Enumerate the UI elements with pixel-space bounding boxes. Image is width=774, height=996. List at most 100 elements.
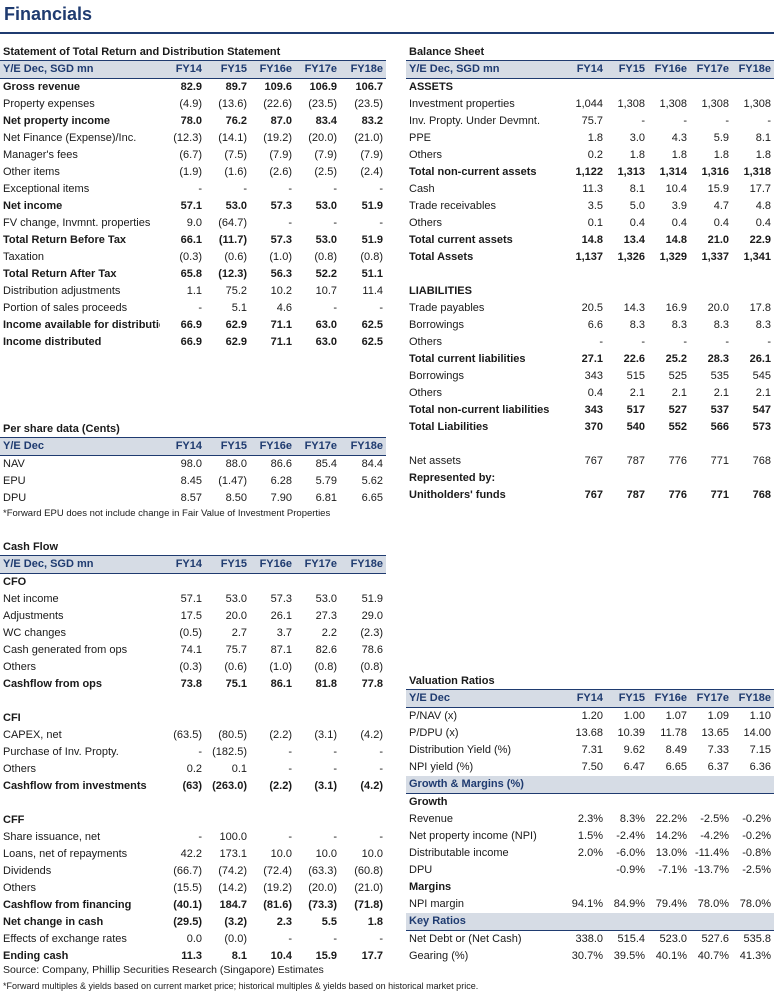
table-row: Total current liabilities 27.1 22.6 25.2 28.… xyxy=(406,351,774,368)
row-value: - xyxy=(641,336,645,348)
row-value: 15.9 xyxy=(315,950,337,962)
row-value: 78.0% xyxy=(697,898,729,910)
row-value: - xyxy=(379,933,383,945)
table-row: Inv. Propty. Under Devmnt. 75.7 - - - - xyxy=(406,113,774,130)
row-value: (3.1) xyxy=(314,729,337,741)
row-value xyxy=(690,79,732,97)
row-value: - xyxy=(288,763,292,775)
row-value: (4.9) xyxy=(179,98,202,110)
row-value: 17.8 xyxy=(749,302,771,314)
row-value xyxy=(564,879,606,896)
row-value: 0.2 xyxy=(587,149,603,161)
financial-table: Y/E Dec, SGD mn FY14 FY15 FY16e FY17e FY18e AS… xyxy=(406,61,774,504)
row-value: 82.6 xyxy=(315,644,337,656)
row-value: (63.5) xyxy=(173,729,202,741)
row-value: 7.90 xyxy=(270,492,292,504)
header-year: FY14 xyxy=(160,556,205,574)
row-value: 515.4 xyxy=(617,933,645,945)
row-value: 62.5 xyxy=(361,319,383,331)
row-value: 0.4 xyxy=(755,217,771,229)
row-value xyxy=(295,812,340,829)
row-value: 71.1 xyxy=(270,336,292,348)
row-value: (73.3) xyxy=(308,899,337,911)
row-value: 25.2 xyxy=(665,353,687,365)
row-value: (4.2) xyxy=(360,780,383,792)
table-row: Total Liabilities 370 540 552 566 573 xyxy=(406,419,774,436)
row-value: 106.9 xyxy=(309,81,337,93)
row-label: Purchase of Inv. Propty. xyxy=(3,746,119,758)
header-year: FY15 xyxy=(606,690,648,708)
row-value: 2.1 xyxy=(713,387,729,399)
financial-table: Y/E Dec FY14 FY15 FY16e FY17e FY18e P/NAV (x) 1… xyxy=(406,690,774,965)
row-value xyxy=(732,470,774,487)
row-value: (74.2) xyxy=(218,865,247,877)
row-value xyxy=(648,794,690,812)
row-value: 776 xyxy=(668,455,687,467)
row-value: 51.1 xyxy=(361,268,383,280)
header-year: FY17e xyxy=(295,556,340,574)
section-title: Balance Sheet xyxy=(406,44,774,61)
row-value: 0.4 xyxy=(587,387,603,399)
table-header-row: Y/E Dec FY14 FY15 FY16e FY17e FY18e xyxy=(0,438,386,456)
row-value: (0.0) xyxy=(224,933,247,945)
row-value: 57.3 xyxy=(270,234,292,246)
financial-table: Y/E Dec, SGD mn FY14 FY15 FY16e FY17e FY18e CF… xyxy=(0,556,386,965)
row-value: 2.0% xyxy=(577,847,603,859)
financial-table: Y/E Dec FY14 FY15 FY16e FY17e FY18e NAV 98.0 88.… xyxy=(0,438,386,507)
row-value: 71.1 xyxy=(270,319,292,331)
row-value: 1.8 xyxy=(587,132,603,144)
header-year: FY18e xyxy=(340,438,386,456)
row-value xyxy=(732,913,774,931)
table-row: Total non-current assets 1,122 1,313 1,314 1… xyxy=(406,164,774,181)
row-value: 6.47 xyxy=(623,761,645,773)
table-row: Net assets 767 787 776 771 768 xyxy=(406,453,774,470)
table-row: Others (0.3) (0.6) (1.0) (0.8) (0.8) xyxy=(0,659,386,676)
row-label: Others xyxy=(409,149,443,161)
table-row: Net income 57.1 53.0 57.3 53.0 51.9 xyxy=(0,198,386,215)
table-row: Others 0.1 0.4 0.4 0.4 0.4 xyxy=(406,215,774,232)
section-title: Per share data (Cents) xyxy=(0,421,386,438)
table-row: Net property income 78.0 76.2 87.0 83.4 83.2 xyxy=(0,113,386,130)
row-value: 8.1 xyxy=(755,132,771,144)
row-value: 1,308 xyxy=(743,98,771,110)
header-year: FY17e xyxy=(690,61,732,79)
row-label: Net Finance (Expense)/Inc. xyxy=(3,132,137,144)
row-value: 10.39 xyxy=(617,727,645,739)
row-value: (7.9) xyxy=(314,149,337,161)
row-value: (72.4) xyxy=(263,865,292,877)
table-row xyxy=(0,693,386,710)
table-row: NAV 98.0 88.0 86.6 85.4 84.4 xyxy=(0,456,386,474)
row-value: 535.8 xyxy=(743,933,771,945)
row-value: 11.3 xyxy=(582,183,603,195)
source-note: Source: Company, Phillip Securities Rese… xyxy=(3,964,324,976)
row-label: Cashflow from financing xyxy=(3,899,132,911)
table-row: CFO xyxy=(0,574,386,592)
row-value xyxy=(205,710,250,727)
table-row: Ending cash 11.3 8.1 10.4 15.9 17.7 xyxy=(0,948,386,965)
row-value: 0.4 xyxy=(671,217,687,229)
row-value: 63.0 xyxy=(315,336,337,348)
header-year: FY16e xyxy=(250,61,295,79)
row-value: -2.5% xyxy=(742,864,771,876)
row-value: 56.3 xyxy=(270,268,292,280)
row-value: 8.3 xyxy=(671,319,687,331)
row-label: Others xyxy=(409,387,443,399)
table-row: DPU 8.57 8.50 7.90 6.81 6.65 xyxy=(0,490,386,507)
table-row: Total Return Before Tax 66.1 (11.7) 57.3 53.… xyxy=(0,232,386,249)
row-value: 9.0 xyxy=(186,217,202,229)
row-value xyxy=(690,776,732,794)
row-value: 8.1 xyxy=(231,950,247,962)
row-value: 0.0 xyxy=(186,933,202,945)
row-value: 6.65 xyxy=(665,761,687,773)
row-label: FV change, Invmnt. properties xyxy=(3,217,151,229)
row-value xyxy=(564,794,606,812)
row-value xyxy=(606,913,648,931)
row-value: 0.1 xyxy=(231,763,247,775)
row-value: 10.2 xyxy=(270,285,292,297)
row-value: (0.6) xyxy=(224,251,247,263)
row-value: 545 xyxy=(752,370,771,382)
row-value: (1.6) xyxy=(224,166,247,178)
row-value: 26.1 xyxy=(749,353,771,365)
row-label xyxy=(0,693,160,710)
row-value xyxy=(205,812,250,829)
